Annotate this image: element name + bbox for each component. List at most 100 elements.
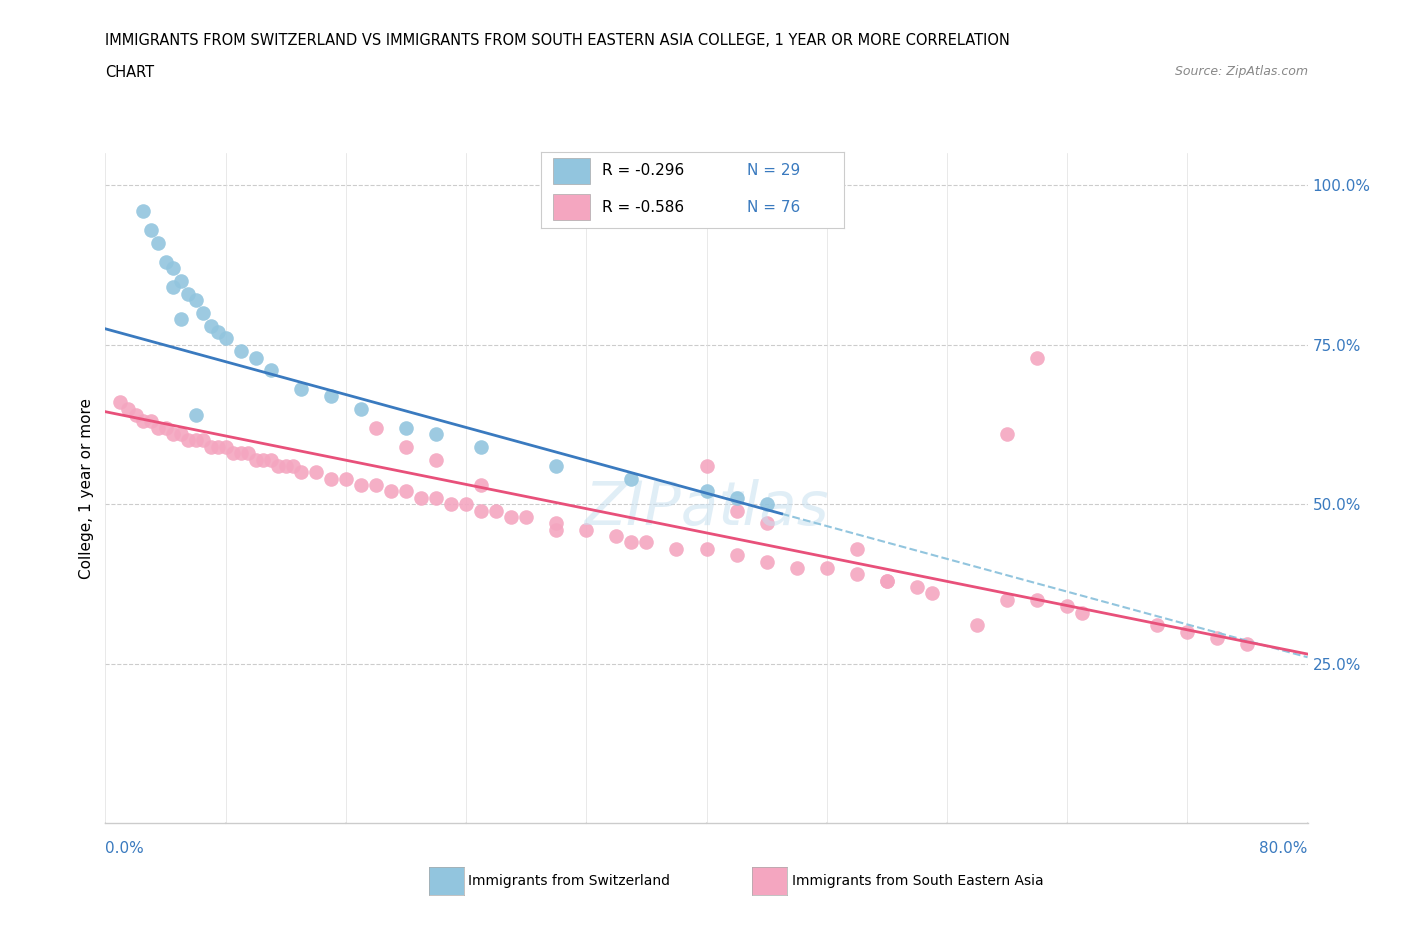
Point [214, 439, 236, 454]
Point [876, 573, 898, 588]
Point [132, 204, 155, 219]
Point [395, 439, 418, 454]
Point [290, 382, 312, 397]
Point [245, 452, 267, 467]
Point [546, 516, 568, 531]
Point [260, 363, 283, 378]
Text: Immigrants from South Eastern Asia: Immigrants from South Eastern Asia [792, 873, 1043, 888]
Point [229, 445, 252, 460]
Point [966, 618, 988, 632]
Point [755, 497, 778, 512]
Point [200, 439, 222, 454]
Point [238, 445, 260, 460]
Point [1236, 637, 1258, 652]
Point [725, 548, 748, 563]
Point [245, 350, 267, 365]
Text: 80.0%: 80.0% [1260, 841, 1308, 856]
Point [1206, 631, 1229, 645]
Point [620, 472, 643, 486]
Point [425, 452, 447, 467]
Point [162, 260, 184, 275]
Point [380, 484, 402, 498]
Point [620, 535, 643, 550]
Point [725, 503, 748, 518]
Point [605, 528, 627, 543]
Point [470, 439, 492, 454]
Point [207, 325, 229, 339]
Point [214, 331, 236, 346]
Point [725, 490, 748, 505]
Point [395, 484, 418, 498]
Point [184, 293, 207, 308]
Point [191, 433, 214, 448]
Point [124, 407, 146, 422]
Point [546, 523, 568, 538]
Text: ZIPatlas: ZIPatlas [585, 479, 828, 538]
Point [485, 503, 508, 518]
Text: R = -0.586: R = -0.586 [602, 200, 683, 215]
Point [755, 516, 778, 531]
Point [364, 478, 387, 493]
Point [207, 439, 229, 454]
Point [696, 484, 718, 498]
Point [169, 427, 191, 442]
Point [575, 523, 598, 538]
Point [335, 472, 357, 486]
Point [169, 312, 191, 326]
Point [274, 458, 297, 473]
Point [117, 401, 139, 416]
Point [409, 490, 432, 505]
Point [546, 458, 568, 473]
Text: CHART: CHART [105, 65, 155, 80]
Text: R = -0.296: R = -0.296 [602, 163, 683, 179]
Point [815, 561, 838, 576]
Text: 0.0%: 0.0% [105, 841, 145, 856]
Point [350, 401, 373, 416]
Point [696, 458, 718, 473]
Point [1071, 605, 1094, 620]
Point [876, 573, 898, 588]
Bar [554, 194, 589, 220]
Point [305, 465, 328, 480]
Point [696, 541, 718, 556]
Point [845, 541, 868, 556]
Point [229, 344, 252, 359]
Point [1056, 599, 1078, 614]
Point [921, 586, 943, 601]
Point [845, 567, 868, 582]
Point [169, 273, 191, 288]
Point [191, 305, 214, 320]
Text: IMMIGRANTS FROM SWITZERLAND VS IMMIGRANTS FROM SOUTH EASTERN ASIA COLLEGE, 1 YEA: IMMIGRANTS FROM SWITZERLAND VS IMMIGRANT… [105, 33, 1011, 47]
Point [139, 414, 162, 429]
Point [290, 465, 312, 480]
Point [139, 222, 162, 237]
Y-axis label: College, 1 year or more: College, 1 year or more [79, 398, 94, 578]
Point [1146, 618, 1168, 632]
Point [177, 433, 200, 448]
Point [146, 420, 169, 435]
Point [1026, 592, 1049, 607]
Point [260, 452, 283, 467]
Point [319, 472, 342, 486]
Point [162, 280, 184, 295]
Point [515, 510, 537, 525]
Text: N = 29: N = 29 [747, 163, 800, 179]
Point [636, 535, 658, 550]
Point [665, 541, 688, 556]
Point [1175, 624, 1198, 639]
Point [222, 445, 245, 460]
Text: Source: ZipAtlas.com: Source: ZipAtlas.com [1174, 65, 1308, 78]
Point [200, 318, 222, 333]
Point [425, 490, 447, 505]
Point [995, 592, 1018, 607]
Bar [554, 158, 589, 183]
Point [364, 420, 387, 435]
Point [267, 458, 290, 473]
Point [184, 407, 207, 422]
Point [454, 497, 477, 512]
Point [425, 427, 447, 442]
Point [132, 414, 155, 429]
Point [155, 255, 177, 270]
Point [283, 458, 305, 473]
Point [1026, 350, 1049, 365]
